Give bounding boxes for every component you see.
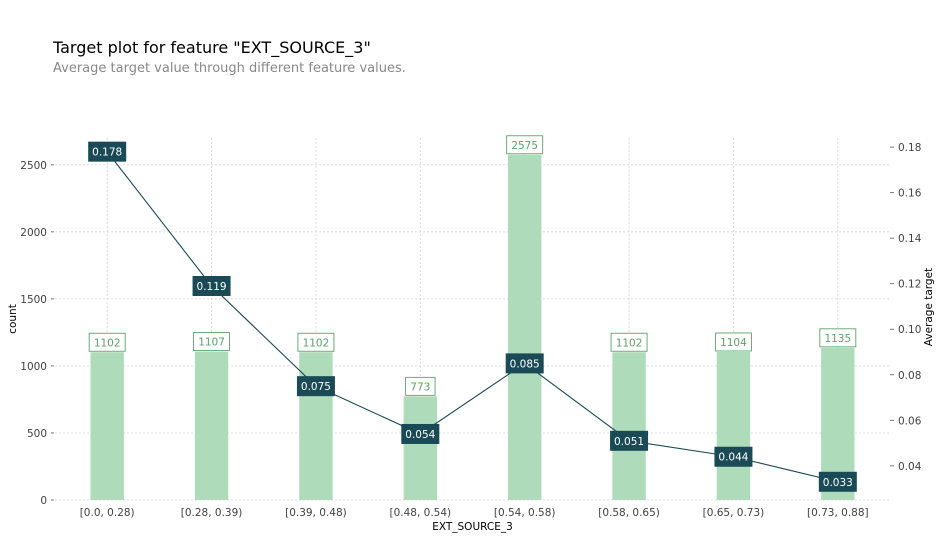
average-label-box [505,353,544,374]
y2-tick-label: 0.14 [898,233,922,245]
chart-subtitle: Average target value through different f… [53,61,406,76]
average-label-box [714,446,753,467]
average-label-box [401,423,440,444]
count-label: 1102 [303,337,330,349]
y2-tick-label: 0.06 [898,415,922,427]
average-label-box [88,141,127,162]
average-label: 0.044 [718,452,748,464]
count-label-box [88,332,126,352]
count-label-box [819,328,857,348]
average-label: 0.178 [92,147,122,159]
y-tick-label: 1000 [20,361,47,373]
count-bar [612,352,646,500]
count-label: 1107 [198,337,225,349]
x-tick-label: [0.58, 0.65) [598,507,660,519]
y-tick-label: 500 [27,428,47,440]
count-label: 1102 [94,337,121,349]
count-label-box [506,135,544,155]
y2-tick-label: 0.12 [898,279,921,291]
y2-tick-label: 0.18 [898,142,921,154]
count-label: 1102 [616,337,643,349]
count-label-box [610,332,648,352]
y-tick-label: 2500 [20,160,47,172]
count-label-box [714,332,752,352]
x-tick-label: [0.48, 0.54) [389,507,451,519]
count-label-box [297,332,335,352]
average-label: 0.033 [823,477,853,489]
average-label: 0.054 [405,429,435,441]
count-label-box [405,376,436,396]
y2-tick-label: 0.10 [898,324,921,336]
count-label: 773 [410,381,430,393]
y2-tick-label: 0.08 [898,370,921,382]
count-label-box [193,332,231,352]
x-tick-label: [0.65, 0.73) [703,507,765,519]
average-label-box [296,376,335,397]
x-tick-label: [0.54, 0.58) [494,507,556,519]
count-bar [90,352,124,500]
x-tick-label: [0.28, 0.39) [181,507,243,519]
y-axis-label: count [7,304,19,334]
x-axis-label: EXT_SOURCE_3 [432,521,513,533]
chart-title: Target plot for feature "EXT_SOURCE_3" [53,38,371,57]
average-label: 0.119 [197,281,227,293]
count-bar [507,154,542,500]
y2-tick-label: 0.16 [898,188,922,200]
x-tick-label: [0.73, 0.88] [807,507,869,519]
average-label: 0.075 [301,381,331,393]
x-tick-label: [0.0, 0.28) [80,507,135,519]
count-bar [194,351,229,500]
average-label-box [192,275,231,296]
y-tick-label: 2000 [20,227,47,239]
average-label-box [610,430,649,451]
average-label: 0.051 [614,436,644,448]
count-label: 2575 [511,140,538,152]
average-label: 0.085 [510,358,540,370]
y2-axis-label: Average target [923,268,935,346]
y2-tick-label: 0.04 [898,461,922,473]
y-tick-label: 1500 [20,294,47,306]
x-tick-label: [0.39, 0.48) [285,507,347,519]
count-bar [403,396,438,500]
count-label: 1135 [824,333,851,345]
y-tick-label: 0 [40,495,47,507]
count-bar [716,351,751,500]
average-label-box [818,471,857,492]
count-label: 1104 [720,337,747,349]
